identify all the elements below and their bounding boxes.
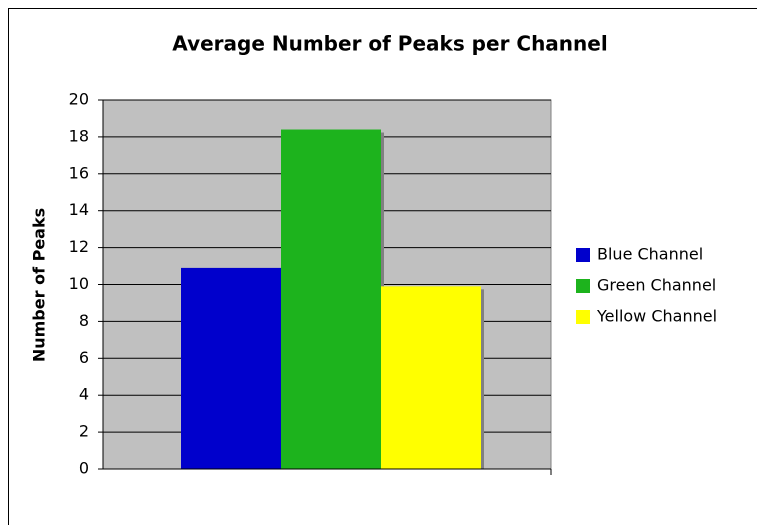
y-tick-label: 8: [79, 311, 89, 330]
bar: [381, 286, 481, 469]
legend-label: Yellow Channel: [596, 307, 717, 326]
y-tick-label: 20: [69, 90, 89, 109]
y-axis-title: Number of Peaks: [30, 208, 49, 362]
bar: [181, 267, 281, 469]
legend-swatch: [576, 310, 590, 324]
y-tick-label: 10: [69, 274, 89, 293]
y-tick-label: 4: [79, 385, 89, 404]
bar: [281, 129, 381, 469]
y-tick-label: 16: [69, 163, 89, 182]
legend-label: Green Channel: [597, 276, 716, 295]
y-tick-label: 0: [79, 459, 89, 478]
legend-swatch: [576, 248, 590, 262]
y-tick-label: 12: [69, 237, 89, 256]
y-tick-label: 6: [79, 348, 89, 367]
y-tick-label: 18: [69, 126, 89, 145]
legend-swatch: [576, 279, 590, 293]
y-tick-label: 2: [79, 422, 89, 441]
chart-title: Average Number of Peaks per Channel: [172, 32, 607, 56]
legend-label: Blue Channel: [597, 245, 703, 264]
y-tick-label: 14: [69, 200, 89, 219]
